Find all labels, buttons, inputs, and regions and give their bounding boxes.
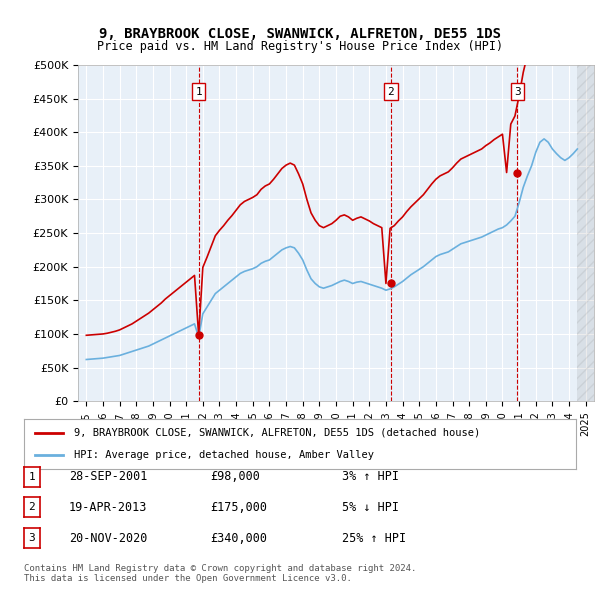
Text: 3: 3 [514, 87, 521, 97]
Text: Price paid vs. HM Land Registry's House Price Index (HPI): Price paid vs. HM Land Registry's House … [97, 40, 503, 53]
Text: 28-SEP-2001: 28-SEP-2001 [69, 470, 148, 483]
Text: 2: 2 [28, 503, 35, 512]
Text: HPI: Average price, detached house, Amber Valley: HPI: Average price, detached house, Ambe… [74, 450, 374, 460]
Text: 9, BRAYBROOK CLOSE, SWANWICK, ALFRETON, DE55 1DS: 9, BRAYBROOK CLOSE, SWANWICK, ALFRETON, … [99, 27, 501, 41]
Text: £175,000: £175,000 [210, 501, 267, 514]
Text: 5% ↓ HPI: 5% ↓ HPI [342, 501, 399, 514]
Polygon shape [577, 65, 594, 401]
Text: 1: 1 [28, 472, 35, 481]
Text: Contains HM Land Registry data © Crown copyright and database right 2024.
This d: Contains HM Land Registry data © Crown c… [24, 563, 416, 583]
Text: 25% ↑ HPI: 25% ↑ HPI [342, 532, 406, 545]
Text: £340,000: £340,000 [210, 532, 267, 545]
Text: 3: 3 [28, 533, 35, 543]
Text: £98,000: £98,000 [210, 470, 260, 483]
Text: 2: 2 [388, 87, 394, 97]
Text: 20-NOV-2020: 20-NOV-2020 [69, 532, 148, 545]
Text: 9, BRAYBROOK CLOSE, SWANWICK, ALFRETON, DE55 1DS (detached house): 9, BRAYBROOK CLOSE, SWANWICK, ALFRETON, … [74, 428, 480, 438]
Text: 19-APR-2013: 19-APR-2013 [69, 501, 148, 514]
Text: 3% ↑ HPI: 3% ↑ HPI [342, 470, 399, 483]
Text: 1: 1 [195, 87, 202, 97]
